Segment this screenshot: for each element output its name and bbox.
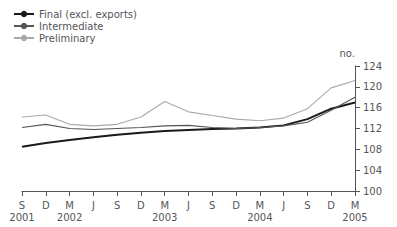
svg-text:M: M — [160, 200, 169, 211]
svg-text:M: M — [256, 200, 265, 211]
svg-text:no.: no. — [340, 48, 355, 59]
svg-text:124: 124 — [363, 61, 382, 72]
svg-text:2001: 2001 — [9, 212, 34, 223]
svg-text:100: 100 — [363, 186, 382, 197]
svg-text:S: S — [114, 200, 120, 211]
svg-text:Intermediate: Intermediate — [39, 21, 104, 32]
svg-text:D: D — [232, 200, 240, 211]
svg-text:120: 120 — [363, 81, 382, 92]
svg-text:116: 116 — [363, 102, 382, 113]
svg-text:S: S — [304, 200, 310, 211]
svg-text:D: D — [327, 200, 335, 211]
svg-text:Preliminary: Preliminary — [39, 33, 96, 44]
svg-text:M: M — [65, 200, 74, 211]
svg-text:S: S — [19, 200, 25, 211]
svg-text:J: J — [186, 200, 190, 211]
svg-text:2005: 2005 — [342, 212, 367, 223]
svg-text:J: J — [281, 200, 285, 211]
svg-text:Final (excl. exports): Final (excl. exports) — [39, 9, 137, 20]
svg-text:104: 104 — [363, 165, 382, 176]
svg-text:108: 108 — [363, 144, 382, 155]
svg-text:M: M — [351, 200, 360, 211]
svg-text:J: J — [91, 200, 95, 211]
svg-text:2004: 2004 — [247, 212, 272, 223]
svg-text:112: 112 — [363, 123, 382, 134]
svg-text:2002: 2002 — [57, 212, 82, 223]
svg-text:S: S — [209, 200, 215, 211]
svg-text:2003: 2003 — [152, 212, 177, 223]
svg-text:D: D — [137, 200, 145, 211]
svg-text:D: D — [42, 200, 50, 211]
